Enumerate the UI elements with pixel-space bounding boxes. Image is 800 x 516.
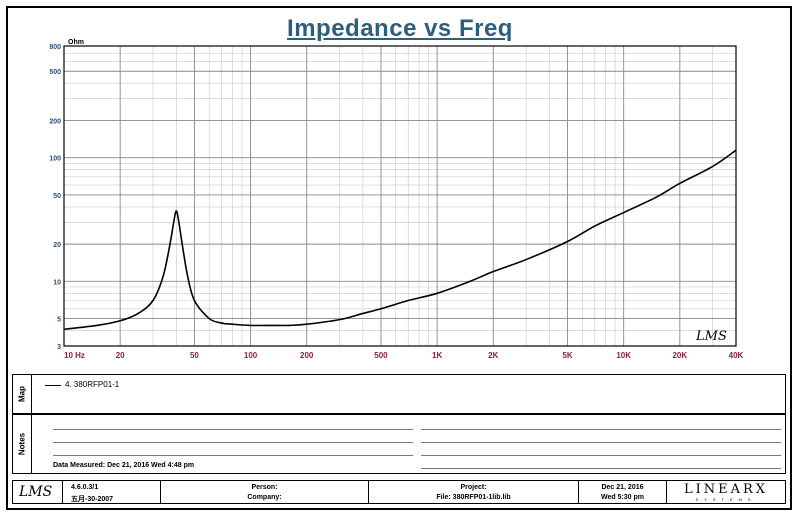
- note-line: [421, 429, 781, 430]
- x-tick-label: 10K: [616, 351, 631, 360]
- y-tick-label: 5: [57, 317, 61, 324]
- legend-entry: 4. 380RFP01-1: [65, 380, 120, 389]
- note-line: [53, 442, 413, 443]
- version-text: 4.6.0.3/1: [71, 484, 99, 491]
- y-axis-unit: Ohm: [68, 39, 84, 46]
- map-side-label: Map: [13, 375, 32, 413]
- x-tick-label: 2K: [488, 351, 498, 360]
- y-tick-label: 500: [49, 69, 61, 76]
- y-tick-label: 20: [53, 242, 61, 249]
- page-frame: [6, 6, 792, 510]
- x-tick-label: 40K: [729, 351, 744, 360]
- series-line-impedance: [63, 149, 737, 331]
- footer-panel: LMS 4.6.0.3/1 五月-30-2007 Person: Company…: [12, 480, 786, 504]
- time-text: Wed 5:30 pm: [600, 494, 645, 501]
- notes-side-label: Notes: [13, 415, 32, 473]
- x-tick-label: 50: [190, 351, 199, 360]
- note-line: [421, 468, 781, 469]
- legend-swatch: [45, 385, 61, 386]
- note-line: [53, 455, 413, 456]
- y-tick-label: 100: [49, 156, 61, 163]
- footer-project-cell: Project: File: 380RFP01-1lib.lib: [369, 481, 579, 503]
- y-tick-label: 800: [49, 44, 61, 51]
- file-label: File: 380RFP01-1lib.lib: [436, 494, 511, 501]
- footer-logo-cell: LMS: [13, 481, 63, 503]
- x-tick-label: 200: [300, 351, 314, 360]
- note-line: [421, 442, 781, 443]
- x-tick-label: 100: [244, 351, 258, 360]
- company-label: Company:: [247, 494, 282, 501]
- build-date-text: 五月-30-2007: [71, 496, 114, 503]
- lms-watermark: LMS: [695, 329, 727, 344]
- person-label: Person:: [251, 484, 278, 491]
- footer-brand-cell: LINEARX SYSTEMS: [667, 481, 785, 503]
- linearx-subtitle: SYSTEMS: [695, 497, 757, 502]
- note-line: [53, 429, 413, 430]
- footer-date-cell: Dec 21, 2016 Wed 5:30 pm: [579, 481, 667, 503]
- chart-title: Impedance vs Freq: [287, 15, 513, 42]
- y-tick-label: 50: [53, 193, 61, 200]
- data-measured-text: Data Measured: Dec 21, 2016 Wed 4:48 pm: [53, 462, 195, 469]
- y-tick-label: 200: [49, 118, 61, 125]
- lms-logo: LMS: [19, 484, 53, 500]
- note-line: [421, 455, 781, 456]
- x-tick-label: 20: [116, 351, 125, 360]
- x-tick-label: 1K: [432, 351, 442, 360]
- plot-area-border: [63, 45, 737, 347]
- y-tick-label: 10: [53, 279, 61, 286]
- x-tick-label: 20K: [672, 351, 687, 360]
- x-tick-label: 500: [374, 351, 388, 360]
- y-tick-label: 3: [57, 344, 61, 351]
- linearx-logo: LINEARX: [683, 482, 769, 497]
- footer-person-cell: Person: Company:: [161, 481, 369, 503]
- map-panel: Map 4. 380RFP01-1: [12, 374, 786, 414]
- date-text: Dec 21, 2016: [601, 484, 644, 491]
- footer-version-cell: 4.6.0.3/1 五月-30-2007: [63, 481, 161, 503]
- x-tick-label: 10 Hz: [64, 351, 85, 360]
- x-tick-label: 5K: [562, 351, 572, 360]
- notes-panel: Notes Data Measured: Dec 21, 2016 Wed 4:…: [12, 414, 786, 474]
- project-label: Project:: [460, 484, 487, 491]
